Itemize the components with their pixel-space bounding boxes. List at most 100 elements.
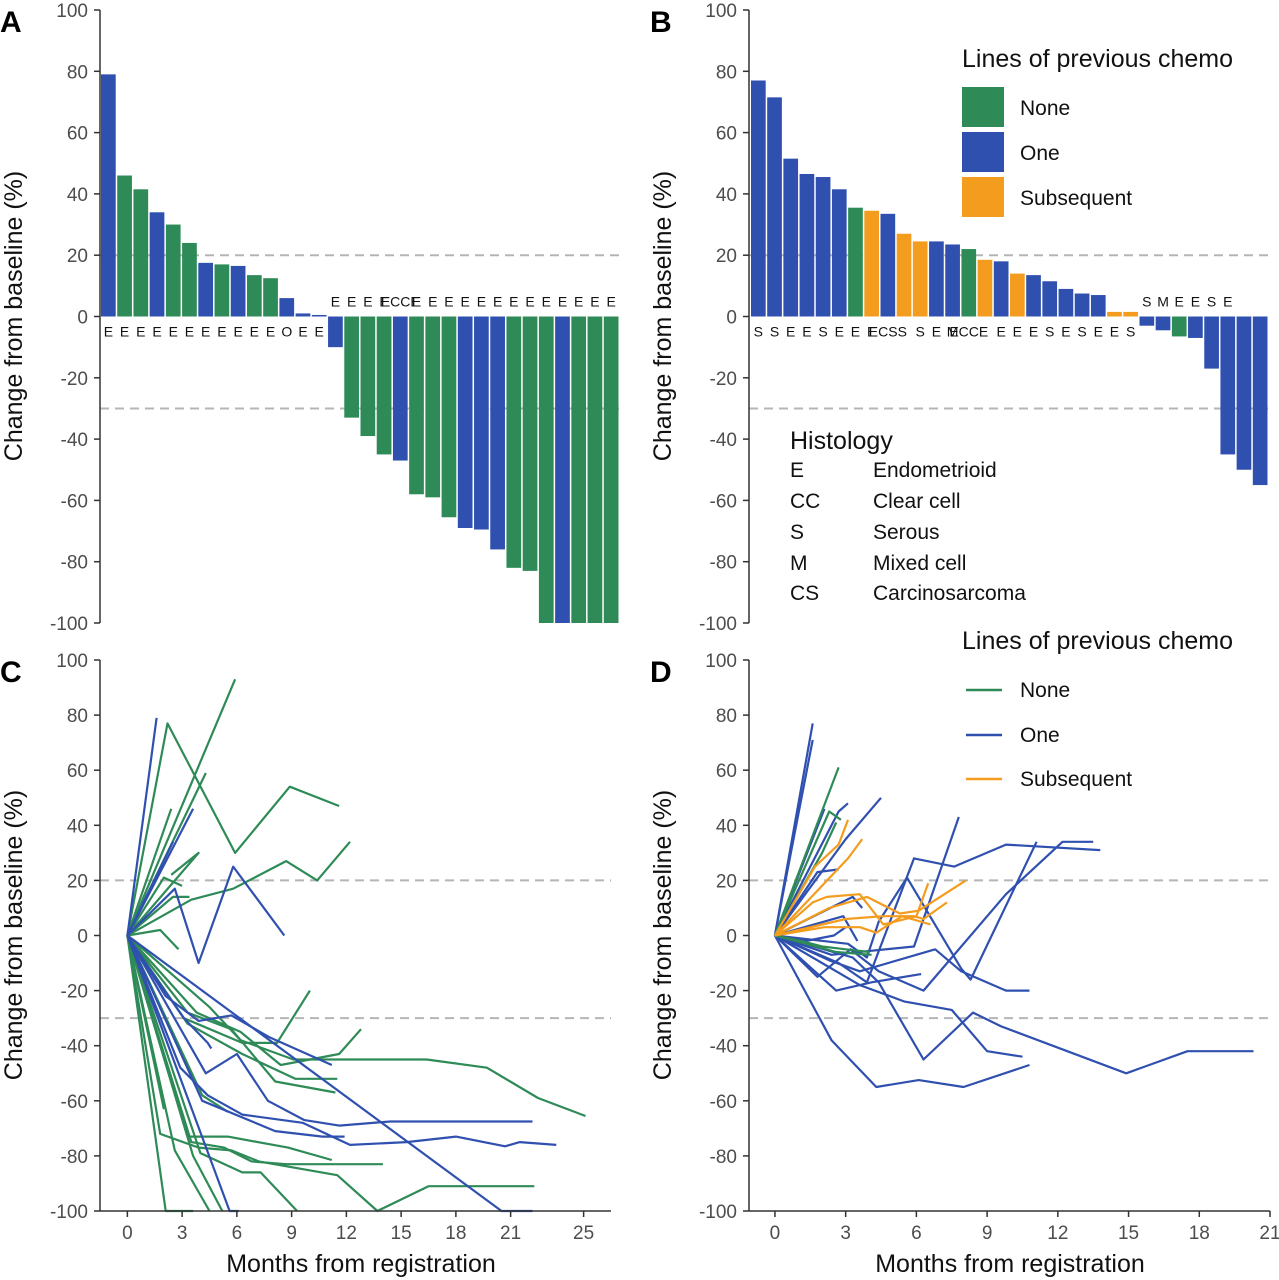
y-axis-title-c: Change from baseline (%) xyxy=(0,790,28,1080)
y-tick-label-c: -40 xyxy=(61,1037,88,1058)
bar-a xyxy=(425,316,441,498)
legend-swatch-none xyxy=(962,87,1004,127)
y-tick-label-c: 100 xyxy=(56,651,88,672)
bar-b xyxy=(1123,311,1138,317)
y-tick-label-a: -80 xyxy=(61,553,88,574)
series-line-d xyxy=(774,934,1023,1058)
series-line-d xyxy=(774,934,1030,992)
bar-b xyxy=(1188,316,1203,338)
bar-histology-label-a: E xyxy=(315,324,324,340)
bar-a xyxy=(311,314,327,317)
y-tick-label-b: -40 xyxy=(710,430,737,451)
bar-histology-label-b: E xyxy=(1110,324,1119,340)
bar-histology-label-b: S xyxy=(1045,324,1054,340)
bar-b xyxy=(1155,316,1171,331)
bar-histology-label-a: E xyxy=(347,294,356,310)
bar-histology-label-b: ECSS xyxy=(869,324,907,340)
bar-b xyxy=(831,189,847,317)
legend-title-b: Lines of previous chemo xyxy=(962,45,1233,73)
series-line-c xyxy=(126,895,190,937)
bar-histology-label-a: E xyxy=(525,294,534,310)
bar-a xyxy=(230,265,246,317)
bars-b xyxy=(751,80,1268,486)
bar-a xyxy=(522,316,538,571)
bar-b xyxy=(767,97,782,317)
y-tick-label-c: 80 xyxy=(67,706,88,727)
y-tick-label-b: -80 xyxy=(710,553,737,574)
series-line-c xyxy=(126,934,533,1213)
legend-label-none-d: None xyxy=(1020,679,1070,702)
reference-lines-c xyxy=(100,879,611,1020)
bar-histology-label-b: E xyxy=(835,324,844,340)
y-tick-label-b: -20 xyxy=(710,369,737,390)
bar-histology-label-a: E xyxy=(104,324,113,340)
series-line-c xyxy=(126,851,200,937)
bar-a xyxy=(344,316,359,418)
bar-histology-label-a: E xyxy=(169,324,178,340)
y-tick-label-d: -100 xyxy=(699,1202,737,1223)
y-tick-label-a: -100 xyxy=(50,614,88,635)
panel-d: D 100 80 60 40 20 0 -20 -40 -60 -80 -100 0 3 6 9 12 15 1… xyxy=(649,627,1279,1278)
series-line-d xyxy=(773,767,840,936)
y-tick-label-c: 0 xyxy=(77,927,88,948)
panel-letter-b: B xyxy=(650,6,672,39)
bar-b xyxy=(799,173,815,317)
bar-a xyxy=(165,224,181,317)
bar-a xyxy=(506,316,522,568)
y-tick-label-b: 60 xyxy=(716,124,737,145)
bar-a xyxy=(392,316,408,461)
bar-b xyxy=(929,241,944,317)
y-tick-label-d: 0 xyxy=(726,927,737,948)
bar-histology-label-b: S xyxy=(1207,294,1216,310)
y-tick-label-b: 100 xyxy=(705,1,737,22)
series-line-c xyxy=(126,808,173,936)
x-axis-title-d: Months from registration xyxy=(875,1250,1145,1278)
bar-a xyxy=(295,313,311,317)
x-tick-label-c: 21 xyxy=(500,1223,521,1244)
series-line-d xyxy=(773,810,842,936)
y-ticks-b: 100 80 60 40 20 0 -20 -40 -60 -80 -100 xyxy=(699,1,749,635)
x-tick-label-c: 6 xyxy=(232,1223,243,1244)
legend-label-one-d: One xyxy=(1020,724,1060,747)
histology-key-title: Histology xyxy=(790,427,893,455)
bar-histology-label-a: E xyxy=(428,294,437,310)
series-line-c xyxy=(126,935,298,1212)
bar-a xyxy=(538,316,554,623)
bar-a xyxy=(328,316,343,348)
bar-a xyxy=(474,316,489,530)
bar-histology-label-a: E xyxy=(233,324,242,340)
y-tick-label-a: 0 xyxy=(77,308,88,329)
histology-name-e: Endometrioid xyxy=(873,459,997,482)
reference-lines-d xyxy=(749,879,1270,1020)
bar-histology-label-a: E xyxy=(185,324,194,340)
series-line-d xyxy=(774,838,864,937)
bar-a xyxy=(490,316,505,550)
series-d xyxy=(773,723,1254,1089)
series-line-c xyxy=(126,678,237,936)
bar-b xyxy=(1074,293,1090,317)
series-line-c xyxy=(126,934,213,1050)
y-tick-label-d: 20 xyxy=(716,871,737,892)
reference-lines-a xyxy=(100,254,620,410)
series-line-d xyxy=(774,816,960,956)
series-line-d xyxy=(774,843,1101,984)
bar-a xyxy=(117,175,132,317)
bar-histology-label-b: E xyxy=(1223,294,1232,310)
bar-histology-label-a: E xyxy=(574,294,583,310)
x-tick-label-d: 3 xyxy=(840,1223,851,1244)
bar-histology-label-a: E xyxy=(412,294,421,310)
bar-histology-label-a: ECCE xyxy=(381,294,420,310)
y-tick-label-b: 40 xyxy=(716,185,737,206)
bar-a xyxy=(555,316,570,623)
series-line-c xyxy=(126,876,183,937)
bar-histology-label-a: E xyxy=(250,324,259,340)
histology-code-cc: CC xyxy=(790,490,820,513)
bar-b xyxy=(783,158,799,317)
histology-code-m: M xyxy=(790,552,808,575)
bar-histology-label-a: E xyxy=(590,294,599,310)
bar-a xyxy=(279,298,295,317)
legend-label-subsequent: Subsequent xyxy=(1020,187,1132,210)
bar-b xyxy=(1236,316,1252,470)
legend-label-subsequent-d: Subsequent xyxy=(1020,768,1132,791)
